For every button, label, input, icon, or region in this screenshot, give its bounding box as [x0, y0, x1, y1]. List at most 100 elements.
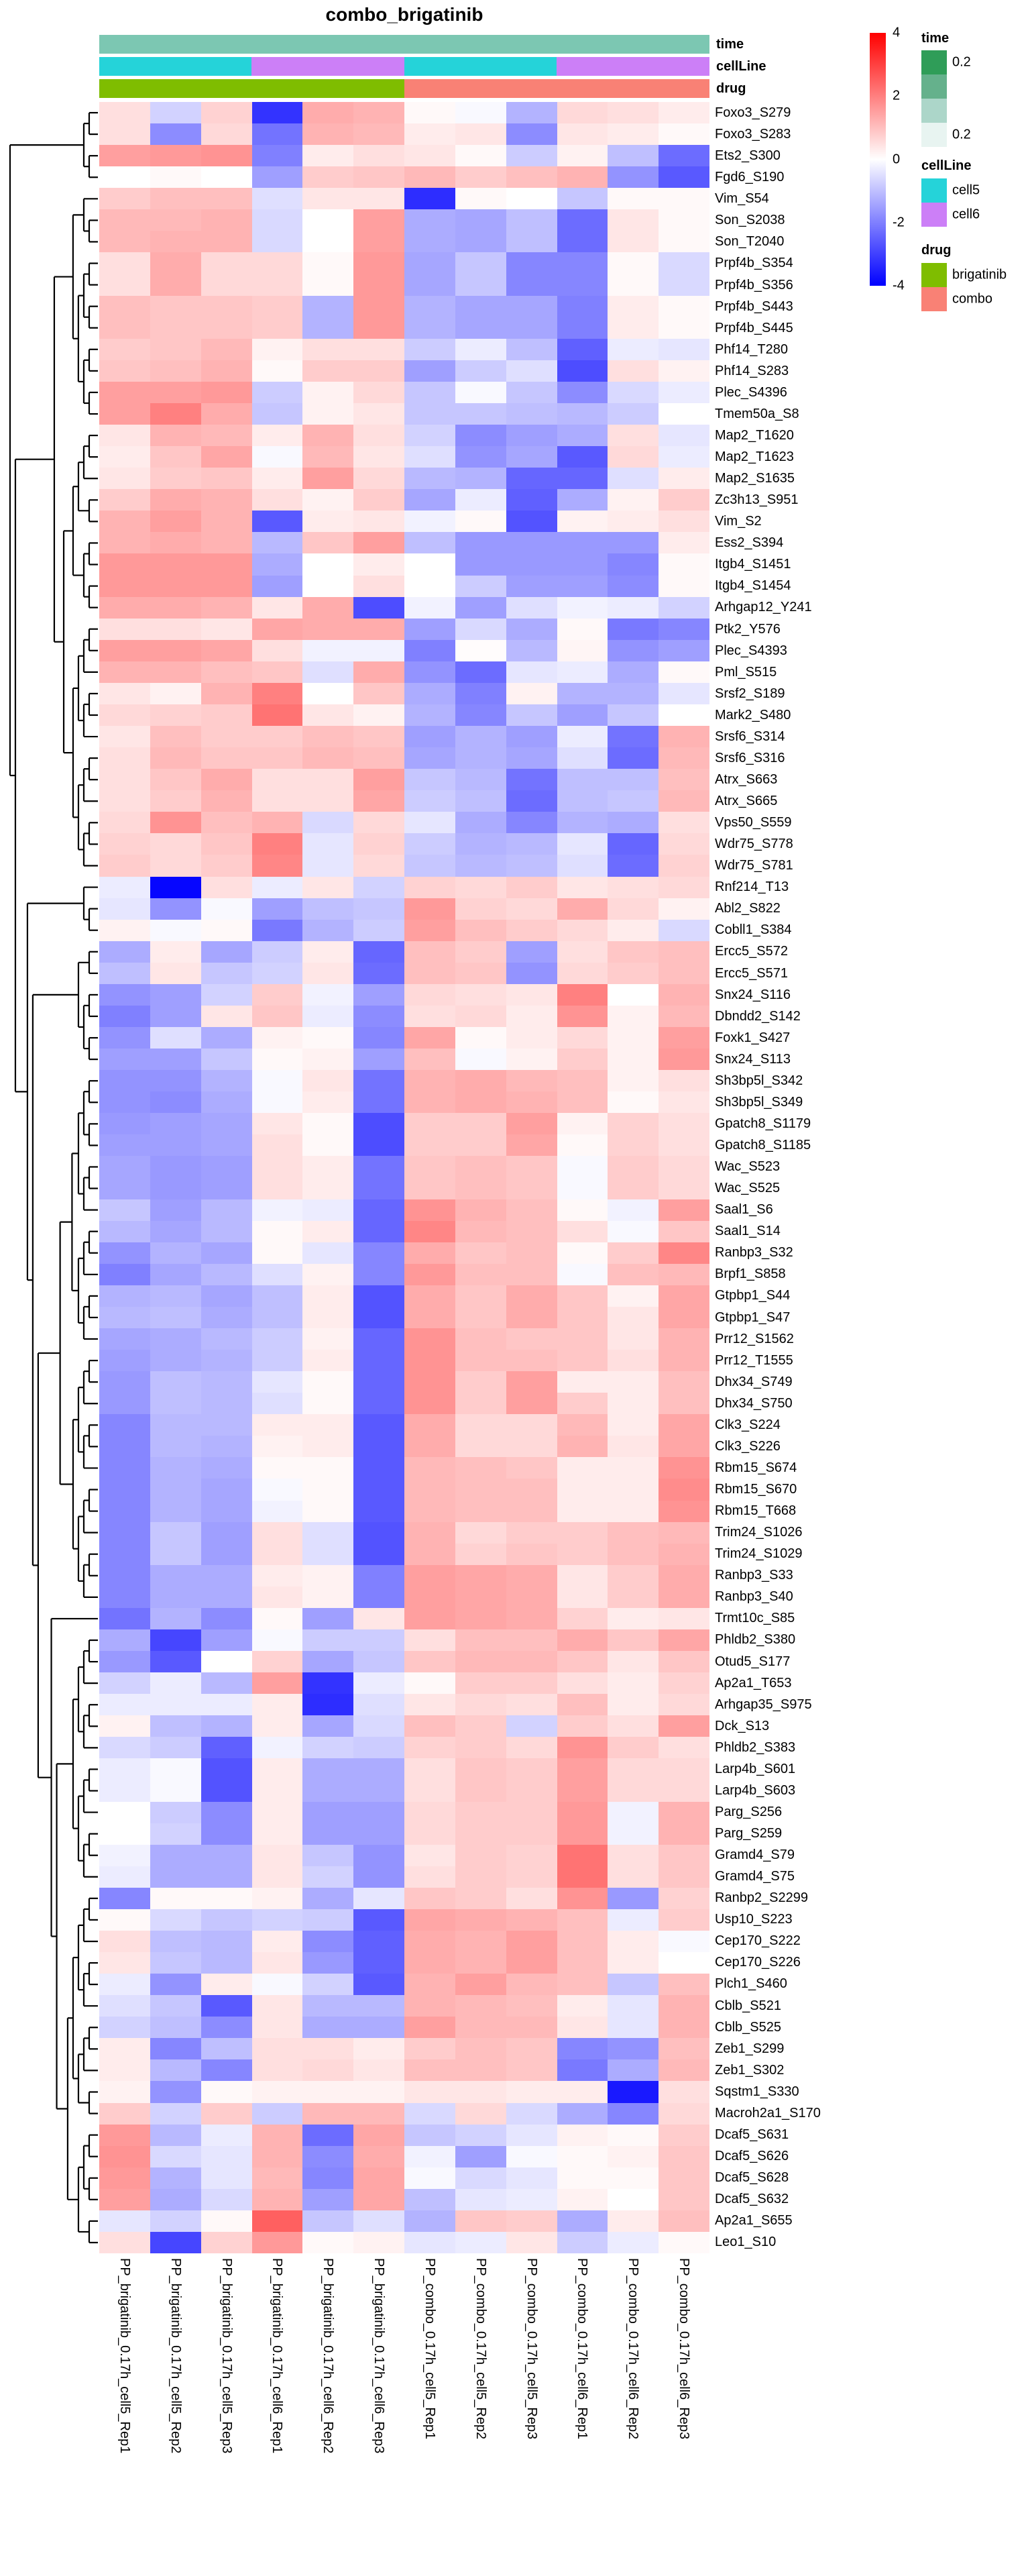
heatmap-cell	[404, 769, 455, 791]
heatmap-cell	[557, 1350, 608, 1372]
heatmap-cell	[99, 1995, 150, 2017]
row-label: Dcaf5_S631	[715, 2127, 789, 2142]
heatmap-cell	[506, 231, 557, 253]
annotation-cell	[251, 57, 303, 76]
heatmap-cell	[353, 876, 404, 898]
heatmap-cell	[150, 252, 201, 274]
heatmap-cell	[201, 639, 252, 661]
heatmap-cell	[404, 919, 455, 941]
heatmap-cell	[455, 682, 506, 704]
heatmap-cell	[251, 2167, 303, 2189]
heatmap-cell	[608, 596, 659, 619]
heatmap-cell	[506, 1414, 557, 1436]
heatmap-cell	[201, 2102, 252, 2125]
heatmap-cell	[353, 1823, 404, 1845]
row-label: Dcaf5_S632	[715, 2192, 789, 2207]
heatmap-cell	[99, 1091, 150, 1114]
heatmap-cell	[608, 812, 659, 834]
heatmap-cell	[353, 1070, 404, 1092]
heatmap-cell	[608, 661, 659, 683]
heatmap-cell	[353, 618, 404, 640]
heatmap-cell	[506, 1199, 557, 1221]
heatmap-cell	[506, 1952, 557, 1974]
heatmap-cell	[302, 1027, 354, 1049]
heatmap-cell	[506, 2167, 557, 2189]
color-scale-tick: -2	[893, 215, 905, 230]
row-label: Sqstm1_S330	[715, 2084, 799, 2099]
heatmap-cell	[150, 661, 201, 683]
heatmap-cell	[201, 1607, 252, 1629]
heatmap-cell	[557, 855, 608, 877]
heatmap-cell	[557, 381, 608, 403]
heatmap-cell	[404, 1694, 455, 1716]
heatmap-cell	[506, 1887, 557, 1909]
heatmap-cell	[506, 1737, 557, 1759]
heatmap-cell	[302, 402, 354, 425]
heatmap-cell	[353, 1285, 404, 1307]
heatmap-cell	[201, 231, 252, 253]
heatmap-cell	[506, 2188, 557, 2210]
annotation-cell	[353, 57, 404, 76]
heatmap-cell	[608, 1350, 659, 1372]
heatmap-cell	[150, 618, 201, 640]
heatmap-cell	[99, 747, 150, 769]
heatmap-cell	[557, 1070, 608, 1092]
row-label: Gramd4_S79	[715, 1847, 795, 1863]
heatmap-cell	[201, 1027, 252, 1049]
heatmap-cell	[150, 983, 201, 1006]
heatmap-cell	[608, 1500, 659, 1522]
heatmap-cell	[201, 1543, 252, 1565]
heatmap-cell	[608, 2038, 659, 2060]
heatmap-cell	[150, 941, 201, 963]
heatmap-cell	[608, 1457, 659, 1479]
heatmap-cell	[659, 1306, 709, 1328]
heatmap-cell	[455, 1156, 506, 1178]
heatmap-cell	[251, 833, 303, 855]
heatmap-cell	[455, 1780, 506, 1802]
row-label: Ranbp3_S33	[715, 1568, 793, 1583]
row-label: Prpf4b_S443	[715, 299, 793, 314]
heatmap-cell	[201, 1629, 252, 1652]
heatmap-cell	[353, 102, 404, 124]
heatmap-cell	[455, 1500, 506, 1522]
heatmap-cell	[404, 1629, 455, 1652]
heatmap-cell	[455, 1091, 506, 1114]
heatmap-cell	[251, 166, 303, 189]
legend-time-block	[921, 74, 947, 99]
heatmap-cell	[506, 102, 557, 124]
heatmap-cell	[302, 1436, 354, 1458]
heatmap-cell	[455, 274, 506, 296]
heatmap-cell	[608, 876, 659, 898]
heatmap-cell	[659, 1758, 709, 1780]
heatmap-cell	[353, 2231, 404, 2253]
heatmap-cell	[302, 1780, 354, 1802]
heatmap-cell	[353, 188, 404, 210]
heatmap-cell	[99, 1715, 150, 1737]
row-label: Otud5_S177	[715, 1654, 791, 1669]
heatmap-cell	[404, 274, 455, 296]
heatmap-cell	[150, 1672, 201, 1695]
heatmap-cell	[99, 941, 150, 963]
heatmap-cell	[201, 188, 252, 210]
heatmap-cell	[557, 402, 608, 425]
heatmap-cell	[506, 1285, 557, 1307]
heatmap-cell	[99, 188, 150, 210]
heatmap-cell	[455, 166, 506, 189]
heatmap-cell	[99, 1328, 150, 1350]
heatmap-cell	[659, 1091, 709, 1114]
heatmap-cell	[404, 1263, 455, 1285]
heatmap-cell	[302, 1091, 354, 1114]
heatmap-cell	[404, 2124, 455, 2146]
heatmap-cell	[150, 1371, 201, 1393]
heatmap-cell	[404, 446, 455, 468]
heatmap-cell	[150, 1564, 201, 1587]
heatmap-cell	[302, 2017, 354, 2039]
heatmap-cell	[150, 1285, 201, 1307]
row-label: Rbm15_S670	[715, 1482, 797, 1497]
heatmap-cell	[302, 317, 354, 339]
heatmap-cell	[455, 209, 506, 231]
column-label: PP_combo_0.17h_cell6_Rep3	[677, 2258, 692, 2440]
legend-time-tick: 0.2	[952, 54, 971, 70]
heatmap-cell	[150, 2210, 201, 2232]
heatmap-cell	[404, 726, 455, 748]
